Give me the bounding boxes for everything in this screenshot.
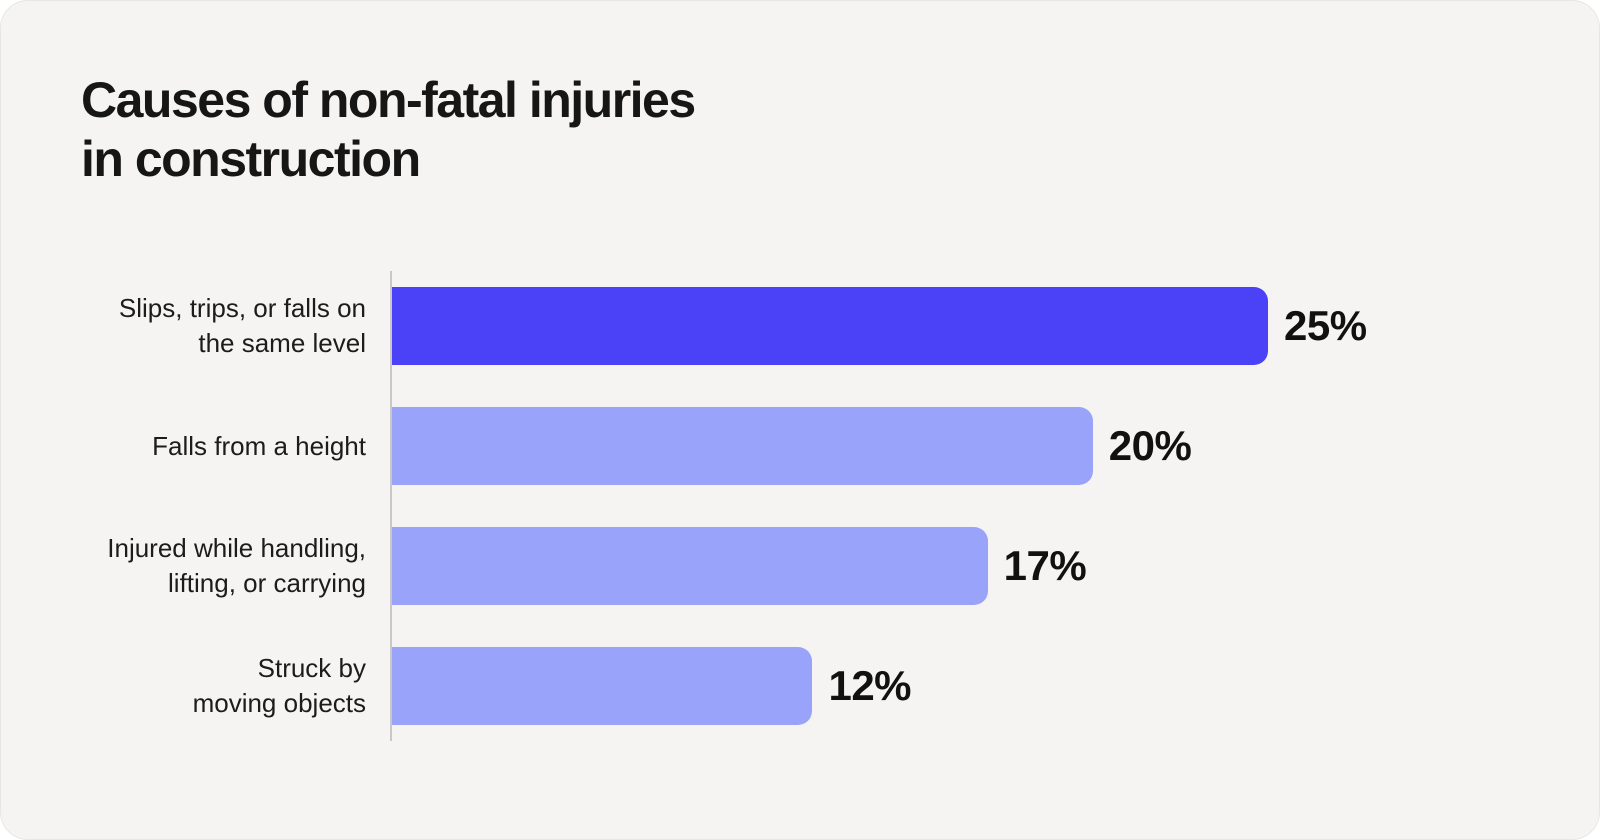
value-label: 20% (1108, 422, 1192, 469)
bar-area: 17% (392, 527, 1599, 605)
bar-area: 25% (392, 287, 1599, 365)
category-label: Falls from a height (152, 430, 366, 461)
category-label: Injured while handling, lifting, or carr… (107, 533, 366, 598)
chart-row: Injured while handling, lifting, or carr… (1, 527, 1599, 605)
chart-row: Falls from a height 20% (1, 407, 1599, 485)
category-label: Slips, trips, or falls on the same level (118, 293, 366, 358)
chart-row: Struck by moving objects 12% (1, 647, 1599, 725)
bar-area: 20% (392, 407, 1599, 485)
bar-struck-by-objects (392, 647, 813, 725)
bar-falls-from-height (392, 407, 1093, 485)
bar-area: 12% (392, 647, 1599, 725)
bar-handling-lifting-carrying (392, 527, 988, 605)
value-label: 12% (828, 662, 912, 709)
y-axis-line (390, 271, 392, 741)
bar-rows: Slips, trips, or falls on the same level… (1, 287, 1599, 725)
bar-slips-trips-falls (392, 287, 1268, 365)
bar-chart: Slips, trips, or falls on the same level… (1, 271, 1599, 741)
chart-row: Slips, trips, or falls on the same level… (1, 287, 1599, 365)
category-label: Struck by moving objects (192, 653, 366, 718)
value-label: 17% (1003, 542, 1087, 589)
value-label: 25% (1284, 302, 1367, 349)
chart-title: Causes of non-fatal injuries in construc… (81, 72, 696, 187)
